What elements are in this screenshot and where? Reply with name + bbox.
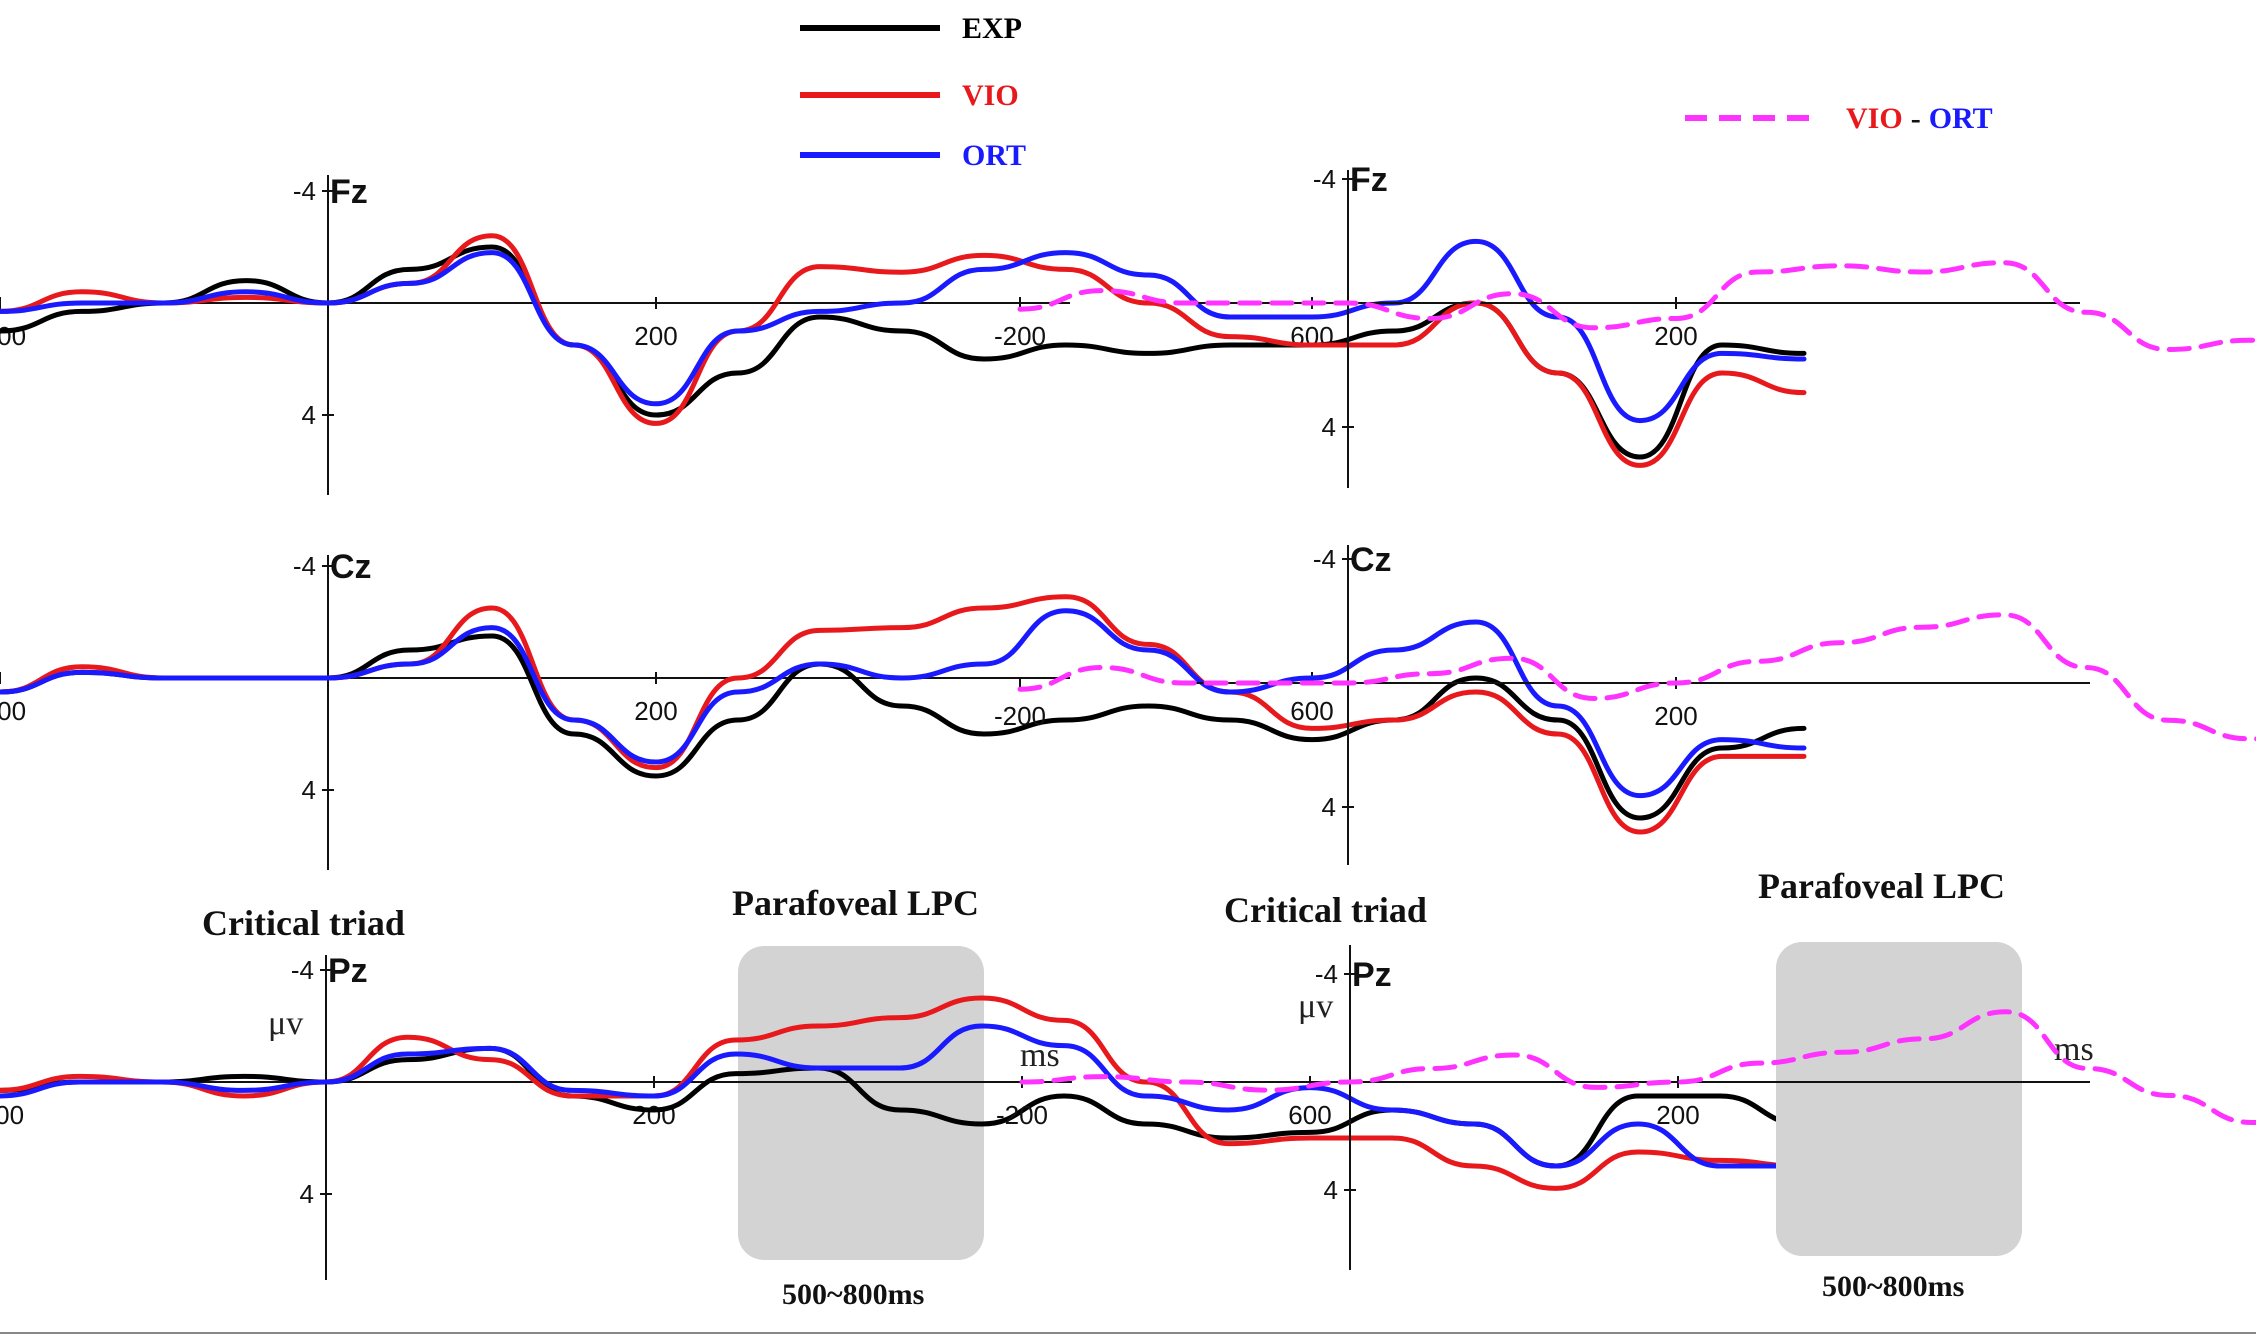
legend-label-ort: ORT: [962, 139, 1026, 172]
legend: EXP VIO ORT VIO - ORT: [800, 12, 1993, 172]
x-tick-label: -200: [994, 701, 1046, 731]
x-tick-label: -200: [0, 1100, 24, 1130]
channel-label: Pz: [328, 952, 368, 990]
legend-diff-sep: -: [1911, 102, 1921, 135]
panel-pz-right: -200 200 600 -4 4 Pz: [996, 942, 2256, 1270]
y-tick-label: -4: [291, 955, 314, 985]
legend-diff-ort: ORT: [1929, 102, 1993, 135]
series-line-ort: [0, 1023, 1805, 1169]
x-unit-right: ms: [2054, 1031, 2094, 1068]
critical-triad-label-right: Critical triad: [1224, 890, 1427, 930]
x-tick-label: -200: [0, 321, 26, 351]
panel-cz-right: -200 200 600 -4 4 Cz: [994, 541, 2256, 865]
y-tick-label: -4: [1313, 544, 1336, 574]
y-tick-label: -4: [1313, 164, 1336, 194]
analysis-window-shade: [738, 946, 984, 1260]
y-tick-label: 4: [1322, 792, 1336, 822]
x-tick-label: 200: [634, 321, 677, 351]
panel-pz-left: -200 200 600 -4 4 Pz: [0, 946, 1805, 1280]
x-tick-label: 200: [1656, 1100, 1699, 1130]
channel-label: Fz: [1350, 161, 1388, 199]
y-tick-label: -4: [1315, 959, 1338, 989]
x-tick-label: 200: [1654, 321, 1697, 351]
x-tick-label: -200: [994, 321, 1046, 351]
y-tick-label: -4: [293, 551, 316, 581]
legend-label-diff: VIO - ORT: [1846, 102, 1993, 135]
series-line-ort: [0, 608, 1807, 799]
y-tick-label: 4: [302, 400, 316, 430]
series-line-vio-ort: [1017, 612, 2256, 742]
legend-label-vio: VIO: [962, 79, 1019, 112]
panel-cz-left: -200 200 600 -4 4 Cz: [0, 548, 1807, 870]
annotations: Critical triad Parafoveal LPC 500~800ms …: [202, 866, 2094, 1311]
y-tick-label: 4: [302, 775, 316, 805]
y-tick-label: -4: [293, 176, 316, 206]
x-tick-label: -200: [996, 1100, 1048, 1130]
analysis-window-shade: [1776, 942, 2022, 1256]
x-tick-label: 200: [634, 696, 677, 726]
y-unit-right: μv: [1298, 988, 1333, 1025]
parafoveal-lpc-label-right: Parafoveal LPC: [1758, 866, 2005, 906]
channel-label: Fz: [330, 173, 368, 211]
time-window-label-right: 500~800ms: [1822, 1270, 1964, 1303]
x-tick-label: 200: [632, 1100, 675, 1130]
series-line-vio-ort: [1017, 260, 2256, 352]
x-tick-label: 200: [1654, 701, 1697, 731]
y-tick-label: 4: [1324, 1175, 1338, 1205]
parafoveal-lpc-label-left: Parafoveal LPC: [732, 883, 979, 923]
y-tick-label: 4: [1322, 412, 1336, 442]
x-tick-label: 600: [1288, 1100, 1331, 1130]
channel-label: Cz: [1350, 541, 1392, 579]
x-tick-label: 600: [1290, 696, 1333, 726]
time-window-label-left: 500~800ms: [782, 1278, 924, 1311]
series-line-vio-ort: [1019, 1009, 2256, 1126]
y-tick-label: 4: [300, 1179, 314, 1209]
critical-triad-label-left: Critical triad: [202, 903, 405, 943]
legend-diff-vio: VIO: [1846, 102, 1903, 135]
channel-label: Cz: [330, 548, 372, 586]
channel-label: Pz: [1352, 956, 1392, 994]
legend-label-exp: EXP: [962, 12, 1022, 45]
y-unit-left: μv: [268, 1005, 303, 1042]
x-tick-label: -200: [0, 696, 26, 726]
